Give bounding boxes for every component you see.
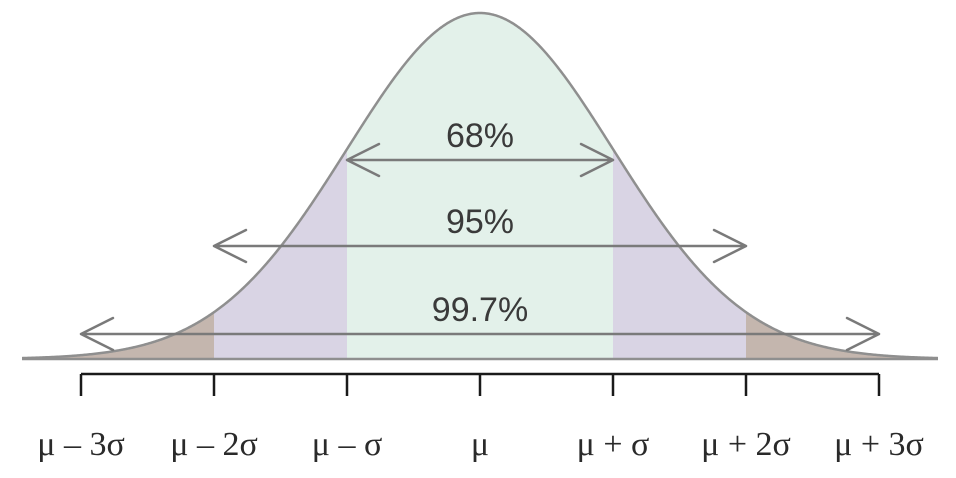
interval-arrows: [79, 142, 881, 352]
label-68-percent: 68%: [446, 117, 514, 155]
tick-label: μ + 2σ: [701, 426, 791, 463]
arrow-95-percent: [212, 228, 748, 264]
arrow-99-7-percent: [79, 316, 881, 352]
region-within-1-sd: [347, 13, 613, 359]
x-axis: [79, 372, 881, 396]
arrow-68-percent: [345, 142, 615, 178]
label-95-percent: 95%: [446, 203, 514, 241]
tick-label: μ – 2σ: [170, 426, 258, 463]
tick-label: μ – σ: [312, 426, 383, 463]
tick-label: μ + σ: [577, 426, 650, 463]
tick-label: μ + 3σ: [834, 426, 924, 463]
tick-labels: μ – 3σ μ – 2σ μ – σ μ μ + σ μ + 2σ μ + 3…: [37, 426, 924, 463]
tick-label: μ: [471, 426, 489, 463]
tick-label: μ – 3σ: [37, 426, 125, 463]
label-99-7-percent: 99.7%: [432, 291, 528, 329]
shaded-regions: [22, 13, 938, 359]
